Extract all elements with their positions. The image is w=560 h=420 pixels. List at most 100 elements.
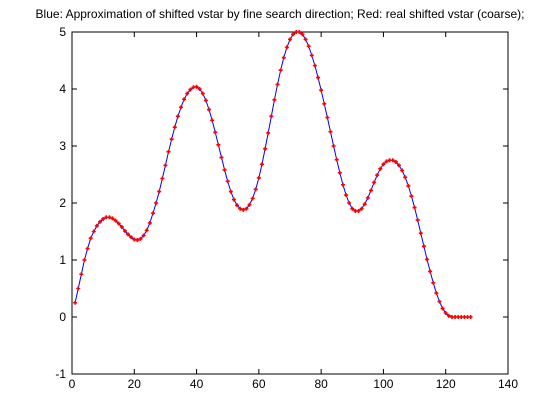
marker [415,218,420,223]
marker [188,87,193,92]
marker [334,157,339,162]
x-tick-label: 80 [314,377,328,391]
marker [200,91,205,96]
marker [85,246,90,251]
marker [73,300,78,305]
marker [216,142,221,147]
marker [175,114,180,119]
axes-box [71,31,509,375]
marker [107,215,112,220]
marker [79,272,84,277]
marker [129,235,134,240]
marker [98,219,103,224]
marker [372,180,377,185]
x-tick-label: 140 [498,377,518,391]
marker [312,63,317,68]
marker [256,175,261,180]
marker [122,228,127,233]
marker [381,162,386,167]
marker [157,189,162,194]
marker [88,236,93,241]
y-tick-label: -1 [55,367,66,381]
marker [101,216,106,221]
x-tick-label: 60 [252,377,266,391]
marker [126,232,131,237]
marker [210,118,215,123]
marker [384,159,389,164]
marker [272,97,277,102]
marker [390,158,395,163]
marker [263,146,268,151]
marker [144,228,149,233]
marker [328,129,333,134]
marker [306,44,311,49]
marker [228,189,233,194]
marker [219,155,224,160]
marker [76,286,81,291]
marker [113,218,118,223]
marker [406,183,411,188]
marker [297,30,302,34]
marker [337,170,342,175]
x-tick-label: 0 [69,377,76,391]
marker [434,291,439,296]
marker [147,220,152,225]
marker [356,208,361,213]
marker [375,173,380,178]
marker [421,244,426,249]
marker [213,130,218,135]
marker [235,203,240,208]
marker [359,206,364,211]
marker [119,224,124,229]
marker [241,207,246,212]
marker [319,88,324,93]
marker [154,201,159,205]
x-tick-label: 120 [436,377,456,391]
marker [347,201,352,205]
marker [244,206,249,211]
marker [222,167,227,172]
marker [150,211,155,216]
marker [185,91,190,96]
marker [135,238,140,243]
marker [303,37,308,42]
marker [350,206,355,211]
marker [340,182,345,187]
marker [409,194,414,199]
marker [138,236,143,241]
marker [169,137,174,142]
marker [166,149,171,154]
marker [316,75,321,80]
marker [468,315,473,319]
marker [418,231,423,236]
y-tick-label: 0 [59,310,66,324]
marker [163,163,168,168]
marker [288,37,292,42]
marker [440,306,445,311]
marker [259,162,264,167]
marker [393,159,398,164]
marker [197,87,202,91]
marker [397,163,401,168]
marker [291,32,296,37]
marker [225,179,230,184]
marker [110,216,115,221]
marker [275,82,280,87]
marker [247,202,252,207]
marker [446,313,451,318]
marker [269,114,274,119]
marker [428,269,433,274]
marker [284,45,289,50]
marker [179,105,183,110]
marker [425,257,430,262]
marker [82,258,87,262]
marker [443,311,448,316]
y-tick-label: 1 [59,253,66,267]
marker [116,221,121,226]
marker [368,188,373,193]
marker [281,55,286,60]
marker [231,197,236,202]
marker [344,193,349,198]
marker [253,187,258,192]
